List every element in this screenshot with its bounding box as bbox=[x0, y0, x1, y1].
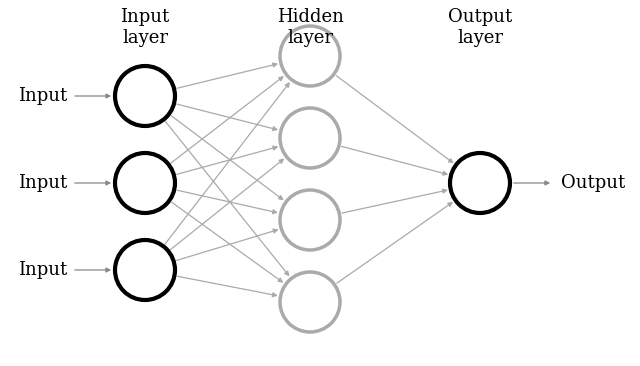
Text: Hidden
layer: Hidden layer bbox=[276, 8, 344, 47]
Ellipse shape bbox=[115, 153, 175, 213]
Ellipse shape bbox=[450, 153, 510, 213]
Ellipse shape bbox=[280, 26, 340, 86]
Text: Output: Output bbox=[561, 174, 625, 192]
Ellipse shape bbox=[280, 108, 340, 168]
Ellipse shape bbox=[280, 190, 340, 250]
Text: Input: Input bbox=[18, 87, 67, 105]
Ellipse shape bbox=[115, 66, 175, 126]
Text: Input: Input bbox=[18, 174, 67, 192]
Ellipse shape bbox=[280, 272, 340, 332]
Text: Input: Input bbox=[18, 261, 67, 279]
Text: Output
layer: Output layer bbox=[448, 8, 512, 47]
Ellipse shape bbox=[115, 240, 175, 300]
Text: Input
layer: Input layer bbox=[120, 8, 170, 47]
